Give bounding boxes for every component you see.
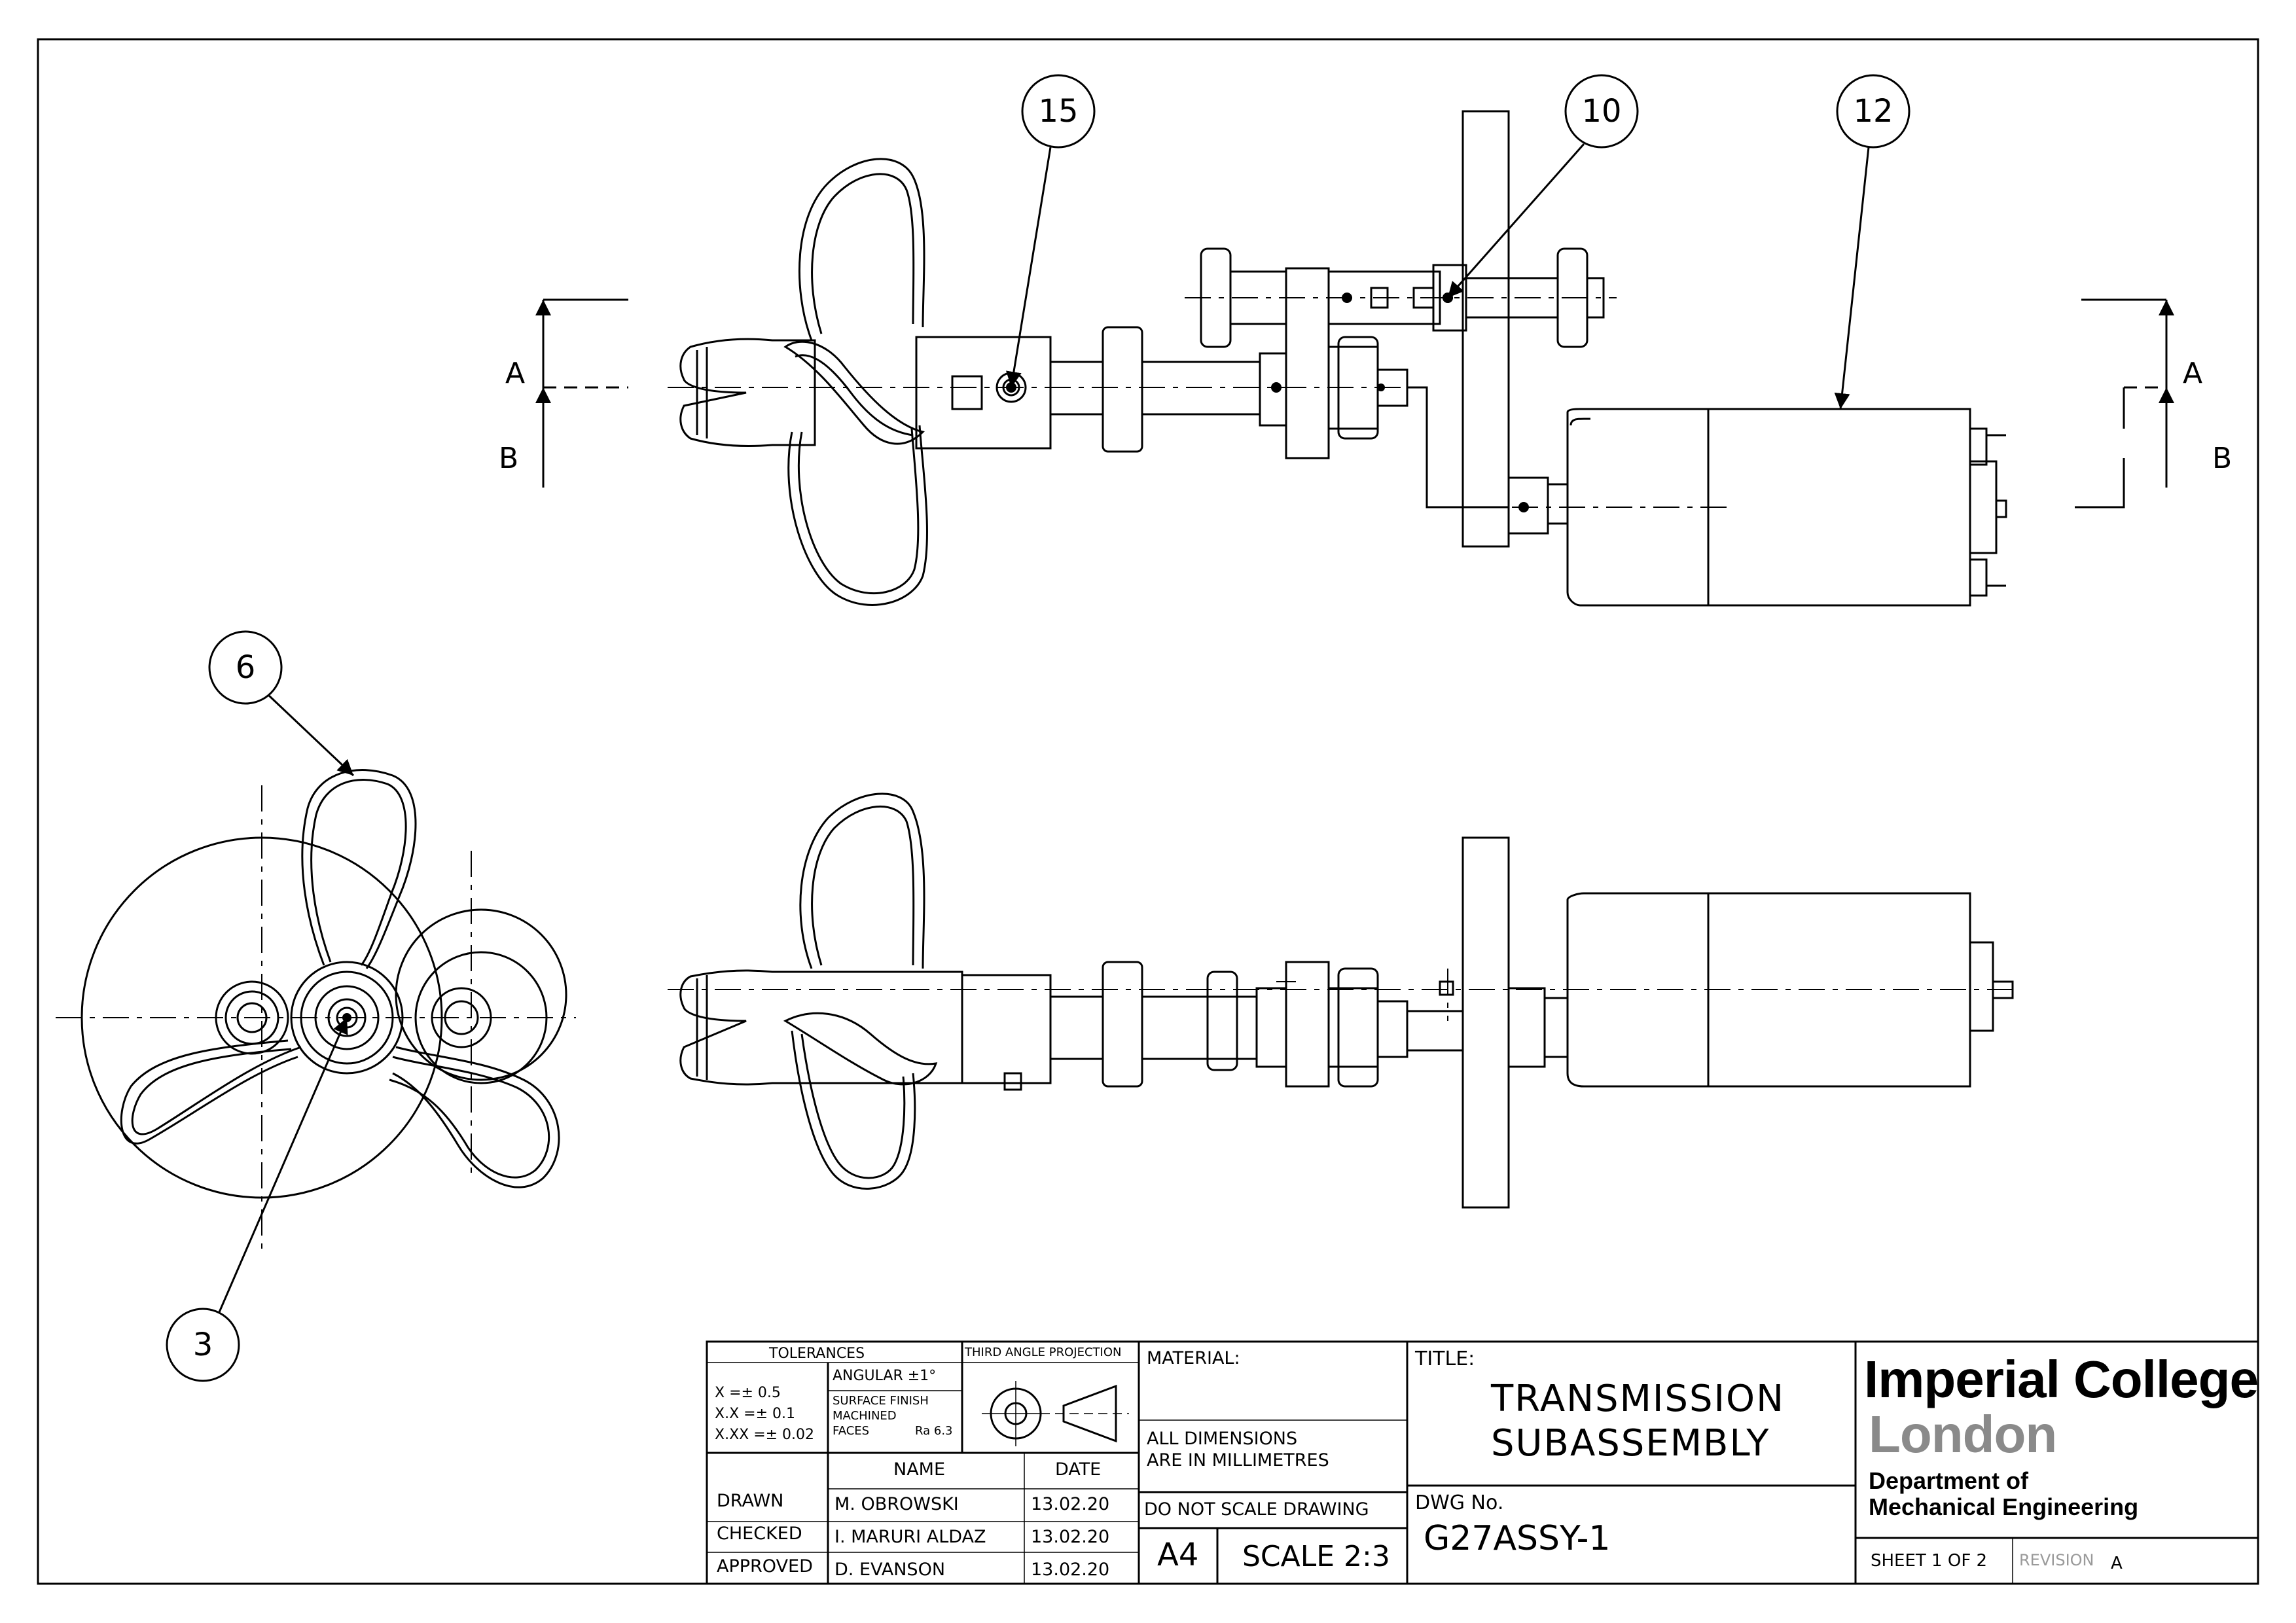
dimensions-note-line1: ALL DIMENSIONS [1147,1429,1298,1449]
surface-finish-line2: MACHINED [833,1409,897,1423]
college-logo-line1: Imperial College [1864,1350,2259,1408]
drawing-scale: SCALE 2:3 [1242,1540,1390,1573]
revision-label: REVISION [2019,1551,2094,1569]
tolerance-angular: ANGULAR ±1° [833,1368,937,1384]
tolerance-xxx: X.XX =± 0.02 [715,1427,815,1443]
no-scale-note: DO NOT SCALE DRAWING [1144,1499,1369,1520]
leader-10 [1446,143,1585,298]
balloon-6-label: 6 [235,649,256,686]
balloon-15-label: 15 [1038,93,1079,130]
surface-finish-line3: FACES [833,1424,870,1438]
name-header: NAME [893,1459,946,1480]
drawn-date: 13.02.20 [1031,1494,1110,1514]
balloon-15 [1021,74,1096,149]
section-label-a-left: A [505,357,526,390]
surface-finish-ra: Ra 6.3 [915,1424,953,1438]
leader-12 [1834,147,1870,410]
checked-label: CHECKED [717,1524,802,1544]
projection-label: THIRD ANGLE PROJECTION [965,1346,1122,1359]
balloon-10-label: 10 [1581,93,1622,130]
leader-6 [267,694,355,777]
leader-3 [218,1017,348,1313]
drawing-title-line1: TRANSMISSION [1491,1378,1785,1420]
end-view [81,769,567,1199]
front-view [679,793,2014,1209]
balloon-12 [1836,74,1910,149]
top-view-centerlines [668,297,1728,508]
sheet-number: SHEET 1 OF 2 [1871,1551,1988,1571]
approved-date: 13.02.20 [1031,1560,1110,1580]
section-label-a-right: A [2183,357,2203,390]
title-label: TITLE: [1415,1347,1475,1370]
balloon-3-label: 3 [192,1327,213,1363]
balloon-12-label: 12 [1853,93,1893,130]
checked-name: I. MARURI ALDAZ [834,1527,986,1547]
dwg-number: G27ASSY-1 [1424,1519,1611,1558]
drawn-label: DRAWN [717,1491,784,1511]
dwg-number-label: DWG No. [1415,1491,1504,1514]
balloon-6 [208,630,283,705]
department-line2: Mechanical Engineering [1869,1493,2139,1520]
drawing-title-line2: SUBASSEMBLY [1491,1422,1770,1465]
front-view-centerlines [668,969,2016,1021]
college-logo-line2: London [1869,1405,2057,1463]
checked-date: 13.02.20 [1031,1527,1110,1547]
approved-name: D. EVANSON [834,1560,946,1580]
paper-size: A4 [1157,1537,1199,1573]
section-label-b-left: B [499,442,519,475]
material-label: MATERIAL: [1147,1348,1240,1368]
tolerance-xx: X.X =± 0.1 [715,1406,795,1422]
tolerances-header: TOLERANCES [769,1346,865,1362]
drawn-name: M. OBROWSKI [834,1494,959,1514]
title-block-grid [706,1340,2259,1585]
balloon-10 [1564,74,1639,149]
balloon-3 [166,1308,240,1382]
top-view-center-marks [1008,293,1529,512]
tolerance-x: X =± 0.5 [715,1385,781,1401]
top-view [679,110,2007,607]
department-line1: Department of [1869,1467,2029,1494]
date-header: DATE [1055,1459,1102,1480]
revision-value: A [2111,1554,2123,1573]
balloons [166,74,1910,1382]
end-view-centerlines [56,785,576,1250]
section-label-b-right: B [2212,442,2233,475]
leader-dots [342,293,1453,1022]
dimensions-note-line2: ARE IN MILLIMETRES [1147,1450,1329,1471]
approved-label: APPROVED [717,1556,813,1577]
surface-finish-line1: SURFACE FINISH [833,1394,929,1408]
leader-15 [1006,147,1052,388]
section-markers [535,298,2174,508]
